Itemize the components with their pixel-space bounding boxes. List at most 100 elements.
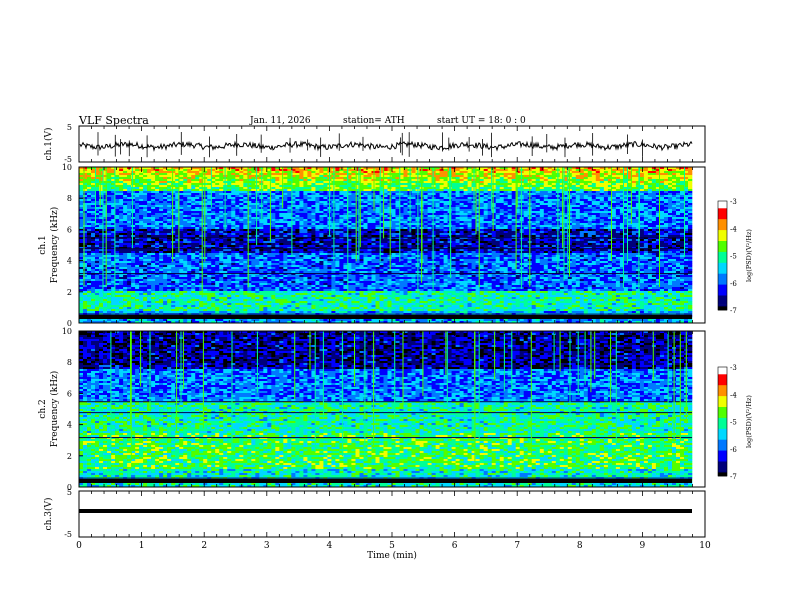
spectrogram-cell (183, 187, 187, 189)
spectrogram-cell (211, 189, 219, 191)
spectrogram-cell (596, 185, 608, 187)
spectrogram-cell (151, 199, 155, 201)
spectrogram-cell (384, 215, 388, 217)
spectrogram-cell (588, 233, 596, 235)
spectrogram-cell (676, 183, 684, 185)
spectrogram-cell (335, 199, 339, 201)
spectrogram-cell (452, 209, 456, 211)
spectrogram-cell (307, 199, 315, 201)
spectrogram-cell (235, 169, 239, 171)
spectrogram-cell (640, 221, 644, 223)
spectrogram-cell (275, 209, 279, 211)
spectrogram-cell (688, 177, 692, 179)
spectrogram-cell (664, 201, 668, 203)
spectrogram-cell (676, 227, 680, 229)
spectrogram-cell (608, 203, 620, 205)
spectrogram-cell (271, 175, 287, 177)
spectrogram-cell (215, 195, 223, 197)
spectrogram-cell (496, 227, 508, 229)
spectrogram-cell (231, 219, 235, 221)
spectrogram-cell (624, 221, 640, 223)
spectrogram-cell (343, 227, 347, 229)
spectrogram-cell (532, 189, 536, 191)
spectrogram-cell (592, 181, 600, 183)
spectrogram-cell (315, 235, 319, 237)
spectrogram-cell (668, 231, 672, 233)
spectrogram-cell (191, 201, 195, 203)
spectrogram-cell (283, 227, 287, 229)
spectrogram-cell (271, 221, 275, 223)
spectrogram-cell (167, 181, 171, 183)
spectrogram-cell (532, 251, 536, 253)
spectrogram-cell (672, 255, 680, 257)
spectrogram-cell (175, 253, 179, 255)
spectrogram-cell (103, 235, 115, 237)
spectrogram-cell (428, 173, 436, 175)
spectrogram-cell (372, 203, 384, 205)
spectrogram-cell (159, 183, 167, 185)
spectrogram-cell (267, 253, 279, 255)
spectrogram-cell (163, 219, 167, 221)
spectrogram-cell (492, 239, 496, 241)
spectrogram-cell (79, 251, 83, 253)
spectrogram-cell (428, 189, 436, 191)
spectrogram-cell (468, 183, 472, 185)
spectrogram-cell (684, 169, 692, 171)
spectrogram-cell (243, 213, 251, 215)
spectrogram-cell (448, 221, 456, 223)
spectrogram-cell (668, 203, 676, 205)
spectrogram-cell (171, 209, 175, 211)
spectrogram-cell (135, 257, 139, 259)
spectrogram-cell (195, 223, 199, 225)
spectrogram-cell (307, 213, 311, 215)
spectrogram-cell (528, 193, 536, 195)
spectrogram-cell (536, 229, 540, 231)
spectrogram-cell (452, 223, 460, 225)
spectrogram-cell (596, 177, 600, 179)
spectrogram-cell (460, 169, 472, 171)
spectrogram-cell (492, 243, 500, 245)
spectrogram-cell (484, 223, 488, 225)
spectrogram-cell (123, 207, 127, 209)
spectrogram-cell (127, 189, 131, 191)
spectrogram-cell (295, 221, 299, 223)
spectrogram-cell (123, 189, 127, 191)
spectrogram-cell (500, 249, 504, 251)
spectrogram-cell (680, 253, 684, 255)
spectrogram-cell (211, 223, 215, 225)
spectrogram-cell (135, 179, 139, 181)
spectrogram-cell (91, 245, 95, 247)
spectrogram-cell (87, 239, 95, 241)
spectrogram-cell (139, 225, 143, 227)
spectrogram-cell (307, 169, 311, 171)
spectrogram-cell (472, 223, 476, 225)
spectrogram-cell (464, 185, 468, 187)
spectrogram-cell (135, 185, 143, 187)
spectrogram-cell (484, 255, 492, 257)
spectrogram-cell (588, 173, 592, 175)
spectrogram-cell (139, 221, 143, 223)
spectrogram-cell (327, 203, 335, 205)
spectrogram-cell (652, 239, 656, 241)
spectrogram-cell (388, 229, 392, 231)
spectrogram-cell (388, 231, 396, 233)
spectrogram-cell (616, 245, 620, 247)
spectrogram-cell (283, 197, 287, 199)
spectrogram-cell (492, 169, 508, 171)
spectrogram-cell (668, 173, 672, 175)
spectrogram-cell (131, 255, 139, 257)
spectrogram-cell (315, 231, 327, 233)
spectrogram-cell (323, 251, 327, 253)
spectrogram-cell (279, 231, 283, 233)
spectrogram-cell (119, 173, 131, 175)
spectrogram-cell (215, 211, 219, 213)
spectrogram-cell (584, 249, 592, 251)
spectrogram-cell (640, 239, 644, 241)
spectrogram-cell (544, 211, 548, 213)
spectrogram-cell (372, 251, 384, 253)
spectrogram-cell (243, 255, 251, 257)
spectrogram-cell (356, 203, 368, 205)
spectrogram-cell (187, 231, 191, 233)
spectrogram-cell (508, 209, 512, 211)
spectrogram-cell (580, 249, 584, 251)
